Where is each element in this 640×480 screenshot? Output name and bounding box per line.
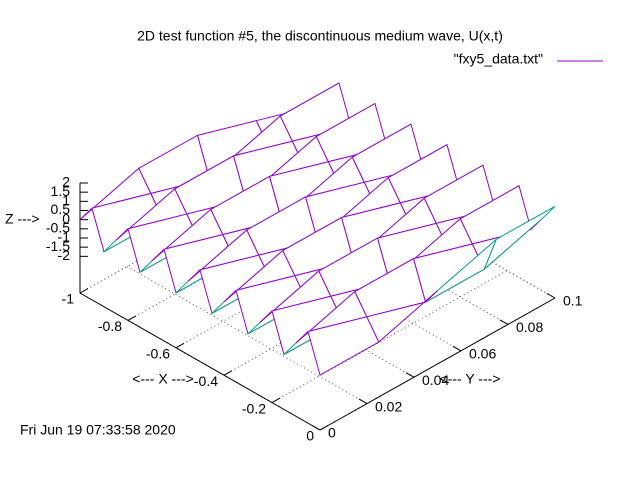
- x-tick-label: 0: [306, 428, 314, 444]
- y-tick: [546, 293, 556, 299]
- y-tick-label: 0.04: [422, 372, 449, 388]
- z-tick-label: -2: [58, 247, 71, 263]
- timestamp: Fri Jun 19 07:33:58 2020: [20, 422, 176, 438]
- x-tick: [223, 370, 233, 376]
- y-tick-label: 0.1: [563, 293, 583, 309]
- x-tick: [79, 288, 89, 294]
- y-tick: [452, 345, 462, 352]
- x-tick-label: -1: [62, 291, 75, 307]
- z-tick-label: 1: [62, 192, 70, 208]
- surface-cell: [307, 316, 380, 376]
- y-axis-label: <--- Y --->: [440, 371, 501, 387]
- base-edge: [79, 292, 321, 431]
- x-tick-label: -0.4: [194, 373, 218, 389]
- y-tick-label: 0: [328, 425, 336, 441]
- z-tick-label: -0.5: [46, 220, 70, 236]
- x-tick-label: -0.2: [242, 400, 266, 416]
- y-tick: [358, 398, 368, 405]
- x-tick: [175, 342, 185, 349]
- base-edge: [319, 297, 556, 431]
- x-tick: [271, 397, 281, 404]
- z-tick-label: -1.5: [46, 238, 70, 254]
- x-tick-label: -0.6: [146, 346, 170, 362]
- z-axis-label: Z --->: [5, 211, 40, 227]
- y-tick-label: 0.02: [375, 398, 402, 414]
- z-tick-label: 2: [62, 174, 70, 190]
- x-axis-label: <--- X --->: [132, 371, 193, 387]
- y-tick-label: 0.06: [469, 346, 496, 362]
- grid-line: [271, 270, 508, 404]
- y-tick-label: 0.08: [516, 319, 543, 335]
- legend-label: "fxy5_data.txt": [454, 51, 543, 67]
- z-tick-label: 0.5: [51, 201, 71, 217]
- x-tick: [127, 315, 137, 321]
- z-tick-label: 1.5: [51, 183, 71, 199]
- y-tick: [405, 372, 415, 378]
- z-tick-label: 0: [62, 210, 70, 226]
- y-tick: [499, 319, 509, 325]
- x-tick-label: -0.8: [98, 318, 122, 334]
- z-tick-label: -1: [58, 229, 71, 245]
- chart-title: 2D test function #5, the discontinuous m…: [137, 28, 503, 44]
